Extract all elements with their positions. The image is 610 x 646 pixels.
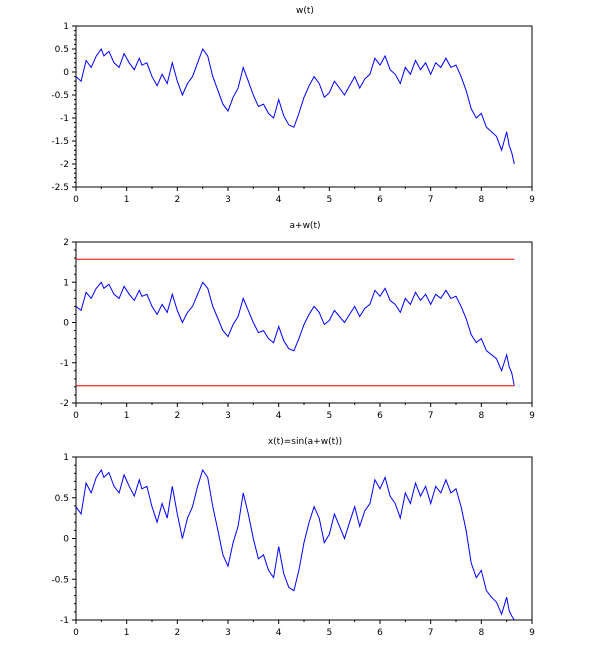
series-line xyxy=(75,468,515,621)
x-tick-label: 2 xyxy=(174,411,180,421)
x-tick-label: 8 xyxy=(478,628,484,638)
axes: 0 1 2 3 4 5 6 7 8 9 -2 -1 0 1 2 xyxy=(60,238,535,421)
x-tick-label: 8 xyxy=(478,195,484,205)
x-tick-label: 3 xyxy=(225,195,231,205)
chart-title: x(t)=sin(a+w(t)) xyxy=(268,437,342,447)
y-tick-label: -2.5 xyxy=(51,183,69,193)
x-tick-label: 4 xyxy=(276,411,282,421)
x-tick-label: 7 xyxy=(428,411,434,421)
y-tick-label: -2 xyxy=(60,399,69,409)
y-tick-label: 1 xyxy=(63,22,69,32)
y-tick-label: -2 xyxy=(60,160,69,170)
x-tick-label: 4 xyxy=(276,628,282,638)
y-tick-label: 0 xyxy=(63,68,69,78)
y-tick-label: -1 xyxy=(60,359,69,369)
x-tick-label: 4 xyxy=(276,195,282,205)
x-tick-label: 0 xyxy=(73,411,79,421)
x-tick-label: 7 xyxy=(428,628,434,638)
panel-a-plus-w: a+w(t) 0 1 2 3 4 5 6 7 8 9 -2 -1 0 1 2 xyxy=(60,221,535,421)
y-tick-label: 0.5 xyxy=(55,45,69,55)
x-tick-label: 3 xyxy=(225,411,231,421)
x-tick-label: 7 xyxy=(428,195,434,205)
y-tick-label: -0.5 xyxy=(51,575,69,585)
x-tick-label: 2 xyxy=(174,195,180,205)
x-tick-label: 0 xyxy=(73,195,79,205)
x-tick-label: 9 xyxy=(529,628,535,638)
panel-x-sin: x(t)=sin(a+w(t)) 0 1 2 3 4 5 6 7 8 9 -1 -0.5 0 0.5 1 xyxy=(51,437,535,638)
chart-title: a+w(t) xyxy=(290,221,321,231)
x-tick-label: 2 xyxy=(174,628,180,638)
x-tick-label: 9 xyxy=(529,411,535,421)
plot-area xyxy=(75,468,515,621)
y-tick-label: -0.5 xyxy=(51,91,69,101)
chart-title: w(t) xyxy=(296,6,314,16)
y-tick-label: -1 xyxy=(60,114,69,124)
x-tick-label: 1 xyxy=(124,195,130,205)
series-line xyxy=(75,47,515,165)
x-tick-label: 1 xyxy=(124,628,130,638)
x-tick-label: 5 xyxy=(326,195,332,205)
x-tick-label: 9 xyxy=(529,195,535,205)
y-tick-label: 1 xyxy=(63,453,69,463)
x-tick-label: 6 xyxy=(377,411,383,421)
x-tick-label: 0 xyxy=(73,628,79,638)
x-tick-label: 3 xyxy=(225,628,231,638)
axes: 0 1 2 3 4 5 6 7 8 9 -1 -0.5 0 0.5 1 xyxy=(51,453,535,638)
plot-area xyxy=(75,258,515,387)
y-tick-label: 0 xyxy=(63,535,69,545)
x-tick-label: 1 xyxy=(124,411,130,421)
y-tick-label: 2 xyxy=(63,238,69,248)
x-tick-label: 8 xyxy=(478,411,484,421)
x-tick-label: 5 xyxy=(326,628,332,638)
x-tick-label: 5 xyxy=(326,411,332,421)
y-tick-label: 0 xyxy=(63,319,69,329)
y-tick-label: -1 xyxy=(60,616,69,626)
x-tick-label: 6 xyxy=(377,628,383,638)
panel-w: w(t) 0 1 2 3 4 5 6 7 8 9 -2.5 -2 -1.5 -1 -0.5 0 0.5 1 xyxy=(51,6,535,205)
x-tick-label: 6 xyxy=(377,195,383,205)
y-tick-label: 1 xyxy=(63,278,69,288)
series-line xyxy=(75,281,515,386)
plot-area xyxy=(75,47,515,165)
axes: 0 1 2 3 4 5 6 7 8 9 -2.5 -2 -1.5 -1 -0.5 0 0.5 1 xyxy=(51,22,535,205)
y-tick-label: 0.5 xyxy=(55,494,69,504)
y-tick-label: -1.5 xyxy=(51,137,69,147)
